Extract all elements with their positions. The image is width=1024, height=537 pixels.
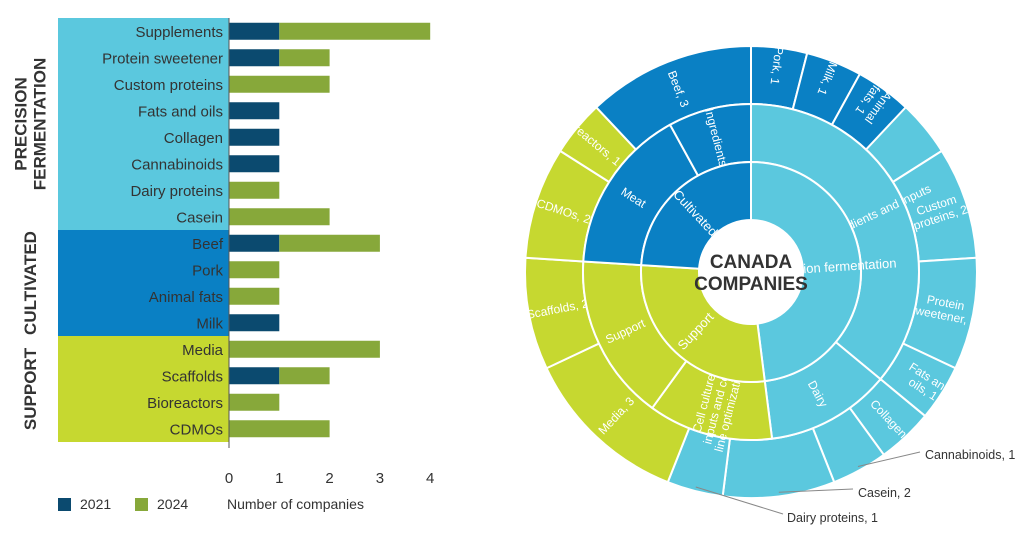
- bar-animal-fats-2024: [229, 287, 280, 305]
- bar-supplements-2021: [229, 22, 280, 40]
- center-label-line: CANADA: [710, 252, 793, 273]
- group-label-line: PRECISION: [12, 77, 31, 171]
- category-label-fats-and-oils: Fats and oils: [138, 103, 223, 120]
- bar-milk-2021: [229, 314, 280, 332]
- bar-scaffolds-2021: [229, 367, 280, 385]
- bar-cdmos-2024: [229, 420, 330, 438]
- segment-label-line: Pork, 1: [768, 46, 787, 86]
- x-tick-label: 1: [275, 470, 283, 487]
- legend-label-2021: 2021: [80, 496, 111, 512]
- category-label-casein: Casein: [176, 209, 223, 226]
- bar-beef-2024: [279, 234, 380, 252]
- category-label-milk: Milk: [196, 315, 223, 332]
- bar-protein-sweetener-2021: [229, 49, 280, 67]
- segment-label-line: Protein: [926, 292, 966, 313]
- leader-line-cannabinoids-1: [857, 451, 921, 468]
- bar-scaffolds-2024: [279, 367, 330, 385]
- legend-label-2024: 2024: [157, 496, 188, 512]
- center-label-line: COMPANIES: [694, 274, 808, 295]
- category-label-protein-sweetener: Protein sweetener: [102, 50, 223, 67]
- bar-collagen-2021: [229, 128, 280, 146]
- group-label-cultivated: CULTIVATED: [21, 231, 40, 335]
- bar-media-2024: [229, 340, 380, 358]
- category-label-beef: Beef: [192, 236, 224, 253]
- group-band-precision-fermentation: [58, 18, 229, 230]
- category-label-scaffolds: Scaffolds: [162, 368, 223, 385]
- bar-bioreactors-2024: [229, 393, 280, 411]
- group-band-support: [58, 336, 229, 442]
- x-tick-label: 3: [376, 470, 384, 487]
- bar-dairy-proteins-2024: [229, 181, 280, 199]
- category-label-supplements: Supplements: [135, 24, 223, 41]
- group-label-line: FERMENTATION: [31, 58, 50, 191]
- bar-pork-2024: [229, 261, 280, 279]
- bar-fats-and-oils-2021: [229, 102, 280, 120]
- group-label-support: SUPPORT: [21, 347, 40, 430]
- leader-line-casein-2: [778, 488, 854, 493]
- x-tick-label: 4: [426, 470, 434, 487]
- legend-swatch-2021: [58, 498, 71, 511]
- outside-label-casein-2: Casein, 2: [858, 486, 911, 500]
- group-band-cultivated: [58, 230, 229, 336]
- outside-label-cannabinoids-1: Cannabinoids, 1: [925, 448, 1015, 462]
- group-label-line: CULTIVATED: [21, 231, 40, 335]
- category-label-cannabinoids: Cannabinoids: [131, 156, 223, 173]
- leader-line-dairy-proteins-1: [695, 486, 784, 515]
- category-label-media: Media: [182, 342, 224, 359]
- category-label-pork: Pork: [192, 262, 223, 279]
- category-label-collagen: Collagen: [164, 130, 223, 147]
- segment-label-pork-1: Pork, 1: [768, 46, 787, 86]
- x-tick-label: 0: [225, 470, 233, 487]
- bar-cannabinoids-2021: [229, 155, 280, 173]
- bar-supplements-2024: [279, 22, 431, 40]
- outside-label-dairy-proteins-1: Dairy proteins, 1: [787, 511, 878, 525]
- center-label: CANADA COMPANIES: [694, 252, 808, 295]
- sunburst-center: [699, 220, 803, 324]
- category-label-custom-proteins: Custom proteins: [114, 77, 223, 94]
- x-tick-label: 2: [325, 470, 333, 487]
- category-label-animal-fats: Animal fats: [149, 289, 223, 306]
- legend-swatch-2024: [135, 498, 148, 511]
- bar-casein-2024: [229, 208, 330, 226]
- bar-custom-proteins-2024: [229, 75, 330, 93]
- category-label-bioreactors: Bioreactors: [147, 395, 223, 412]
- x-axis-label: Number of companies: [227, 496, 364, 512]
- bar-chart: PRECISIONFERMENTATION CULTIVATED SUPPORT Su…: [12, 18, 434, 512]
- group-label-line: SUPPORT: [21, 347, 40, 430]
- category-label-dairy-proteins: Dairy proteins: [130, 183, 223, 200]
- bar-beef-2021: [229, 234, 280, 252]
- group-label-precision-fermentation: PRECISIONFERMENTATION: [12, 58, 50, 191]
- category-label-cdmos: CDMOs: [170, 421, 223, 438]
- bar-protein-sweetener-2024: [279, 49, 330, 67]
